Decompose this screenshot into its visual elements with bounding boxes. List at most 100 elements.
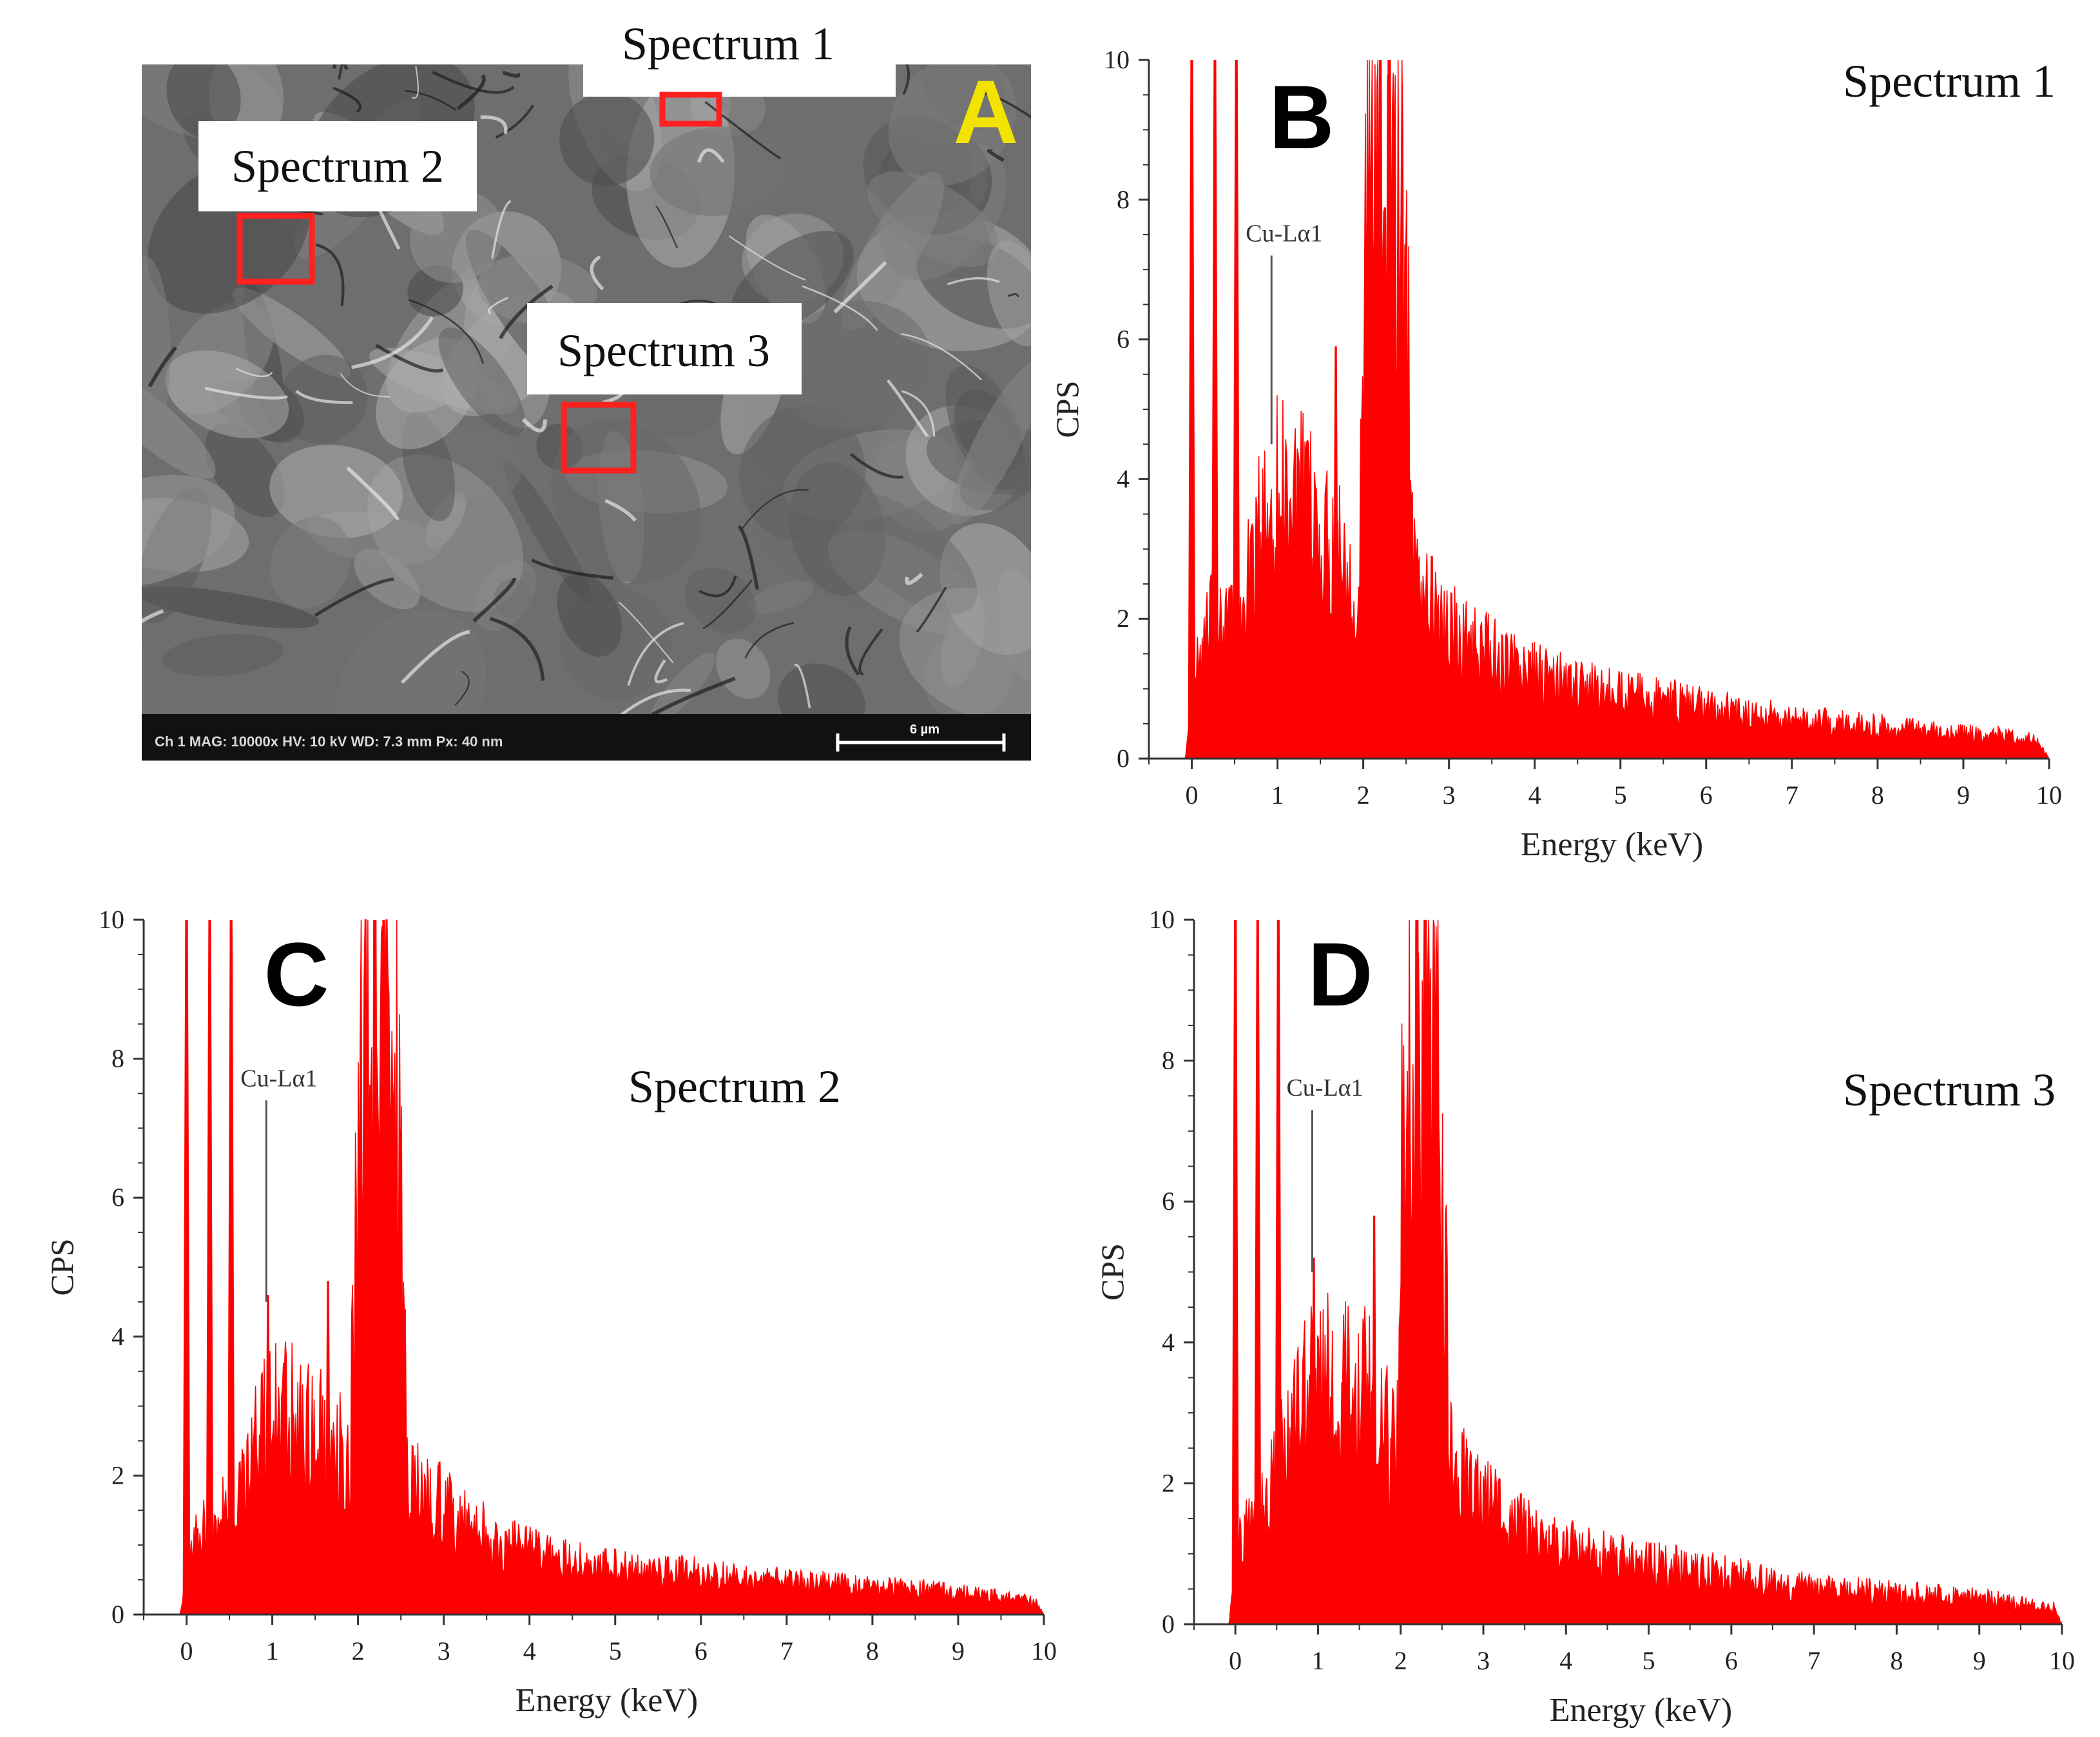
spectrum-peak — [1231, 920, 1239, 1624]
sem-grain — [205, 423, 285, 518]
sem-edge — [531, 558, 613, 580]
spectrum-1-marker — [659, 92, 722, 127]
spectrum-3-label-box — [527, 303, 802, 394]
spectrum-1-label-box — [583, 8, 896, 97]
y-tick-label: 0 — [1162, 1609, 1175, 1638]
x-tick-label: 9 — [952, 1636, 965, 1665]
sem-grain — [438, 327, 525, 436]
sem-edge — [472, 577, 517, 623]
sem-edge — [858, 628, 883, 676]
sem-grain — [503, 460, 593, 606]
spectrum-peak — [1421, 920, 1429, 1624]
sem-grain — [684, 567, 756, 634]
x-tick-label: 7 — [780, 1636, 793, 1665]
chart-spectrum-3: 0 1 2 3 4 5 6 7 8 9 10 0 2 4 6 8 10 Energy (keV) CPS Cu-Lα1… — [1094, 905, 2075, 1729]
chart-title: Spectrum 1 — [1843, 55, 2056, 107]
sem-edge — [332, 64, 349, 70]
y-tick-label: 10 — [1104, 45, 1130, 74]
spectrum-2-label-box — [198, 121, 477, 211]
y-tick-label: 8 — [1162, 1046, 1175, 1075]
sem-edge — [235, 367, 273, 378]
x-tick-label: 2 — [352, 1636, 365, 1665]
sem-grain — [367, 454, 524, 612]
sem-edge — [400, 630, 470, 684]
y-tick-label: 8 — [111, 1044, 124, 1073]
sem-edge — [627, 622, 684, 686]
sem-grain — [166, 64, 241, 139]
sem-info-bar — [142, 714, 1031, 761]
spectrum-peak — [1333, 346, 1339, 759]
spectrum-peak — [182, 920, 191, 1615]
sem-grain — [748, 580, 814, 614]
sem-grain — [888, 64, 1016, 186]
sem-grain — [493, 579, 532, 618]
y-axis-label: CPS — [44, 1239, 80, 1296]
spectrum-peak — [1188, 60, 1196, 759]
spectrum-peak — [325, 1281, 331, 1615]
sem-edge — [987, 149, 1005, 162]
spectrum-area — [1228, 919, 2063, 1625]
sem-grain — [987, 240, 1031, 347]
spectrum-peak — [1275, 920, 1282, 1624]
sem-edge — [491, 200, 512, 259]
sem-edge — [489, 617, 545, 681]
sem-grain — [269, 445, 403, 538]
spectrum-peak — [206, 920, 214, 1615]
spectrum-peak — [380, 920, 388, 1615]
sem-edge — [651, 676, 736, 717]
chart-spectrum-2: 0 1 2 3 4 5 6 7 8 9 10 0 2 4 6 8 10 Energy (keV) CPS Cu-Lα1… — [44, 905, 1057, 1719]
sem-info-text: Ch 1 MAG: 10000x HV: 10 kV WD: 7.3 mm Px… — [155, 733, 503, 750]
sem-edge — [737, 525, 760, 590]
sem-edge — [499, 284, 554, 340]
x-tick-label: 1 — [266, 1636, 279, 1665]
spectrum-peak — [1371, 1216, 1378, 1624]
x-tick-label: 4 — [523, 1636, 536, 1665]
x-tick-label: 5 — [1642, 1646, 1655, 1675]
x-axis-label: Energy (keV) — [515, 1682, 698, 1719]
sem-edge — [432, 70, 515, 94]
sem-edge — [794, 663, 811, 709]
sem-edge — [456, 74, 486, 110]
sem-grain — [739, 405, 866, 541]
sem-edge — [405, 90, 457, 112]
spectrum-peak — [1232, 60, 1240, 759]
spectrum-peak — [436, 1461, 443, 1615]
annotation-cu-la1: Cu-Lα1 — [240, 1065, 317, 1092]
spectrum-peak — [1429, 556, 1435, 759]
annotation-cu-la1: Cu-Lα1 — [1286, 1074, 1363, 1101]
sem-edge — [729, 235, 806, 281]
y-tick-label: 2 — [1162, 1468, 1175, 1497]
x-tick-label: 4 — [1528, 781, 1541, 810]
sem-grain — [409, 189, 504, 284]
scale-bar-label: 6 µm — [910, 723, 939, 737]
y-tick-label: 10 — [1149, 905, 1175, 934]
x-tick-label: 2 — [1394, 1646, 1407, 1675]
x-tick-label: 0 — [180, 1636, 193, 1665]
sem-edge — [850, 453, 903, 479]
x-tick-label: 10 — [2036, 781, 2062, 810]
spectrum-peak — [1283, 451, 1289, 759]
sem-grain — [775, 300, 931, 431]
panel-letter-a: A — [953, 61, 1018, 162]
sem-edge — [314, 577, 394, 617]
spectrum-peak — [1254, 920, 1262, 1624]
sem-edge — [886, 379, 929, 438]
y-tick-label: 0 — [111, 1600, 124, 1629]
sem-edge — [315, 243, 345, 307]
spectrum-peak — [371, 920, 380, 1615]
sem-edge — [375, 344, 444, 373]
sem-edge — [802, 285, 878, 331]
spectrum-peak — [1376, 60, 1385, 759]
spectrum-peak — [1413, 920, 1421, 1624]
x-tick-label: 6 — [1725, 1646, 1738, 1675]
sem-surface-texture — [142, 64, 1031, 761]
y-tick-label: 0 — [1117, 744, 1130, 773]
sem-edge — [702, 579, 753, 629]
x-tick-label: 1 — [1271, 781, 1284, 810]
spectrum-2-label: Spectrum 2 — [231, 141, 444, 192]
sem-edge — [204, 387, 288, 400]
panel-letter: D — [1307, 924, 1373, 1025]
sem-edge — [604, 498, 637, 522]
chart-title: Spectrum 2 — [628, 1061, 841, 1112]
